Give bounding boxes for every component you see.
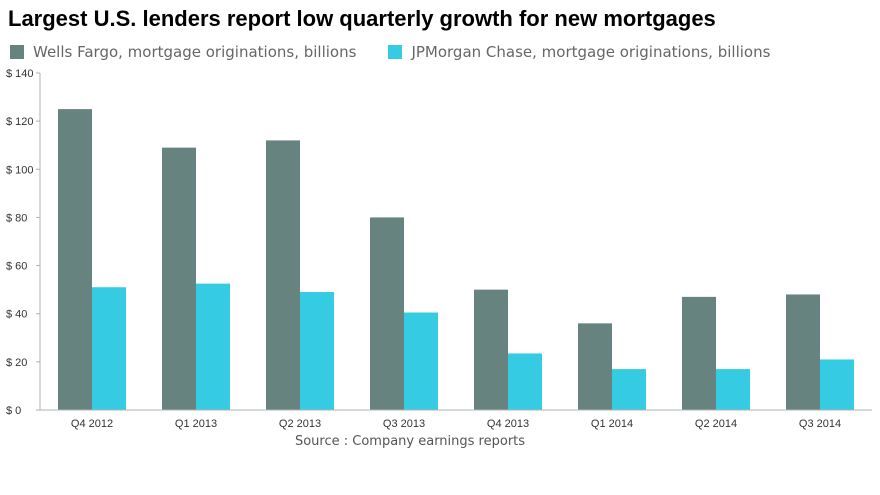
bar-wells-fargo [266,140,300,410]
bar-wells-fargo [786,294,820,410]
x-tick-label: Q4 2013 [487,418,529,430]
legend-label-wells-fargo: Wells Fargo, mortgage originations, bill… [33,43,357,61]
x-tick-label: Q2 2014 [695,418,737,430]
x-tick-label: Q4 2012 [71,418,113,430]
source-note: Source : Company earnings reports [294,434,526,449]
bar-jpmorgan-chase [196,283,230,410]
bar-jpmorgan-chase [404,312,438,410]
bar-jpmorgan-chase [508,353,542,410]
legend-swatch-jpmorgan-chase [388,45,403,59]
legend-item-wells-fargo: Wells Fargo, mortgage originations, bill… [10,43,356,61]
y-tick-label: $ 60 [6,261,27,273]
bar-wells-fargo [578,323,612,410]
bar-wells-fargo [58,109,92,410]
x-tick-label: Q3 2013 [383,418,425,430]
y-tick-label: $ 40 [6,309,27,321]
legend-item-jpmorgan-chase: JPMorgan Chase, mortgage originations, b… [388,43,770,61]
y-tick-label: $ 20 [6,357,27,369]
x-tick-label: Q2 2013 [279,418,321,430]
bar-jpmorgan-chase [820,359,854,410]
legend-label-jpmorgan-chase: JPMorgan Chase, mortgage originations, b… [411,43,771,61]
bar-wells-fargo [370,217,404,410]
bar-wells-fargo [682,296,716,410]
bar-jpmorgan-chase [300,292,334,410]
x-tick-label: Q3 2014 [799,418,841,430]
legend-swatch-wells-fargo [10,45,24,59]
chart-legend: Wells Fargo, mortgage originations, bill… [10,43,770,61]
y-tick-label: $ 0 [6,405,21,417]
x-tick-label: Q1 2013 [175,418,217,430]
bar-wells-fargo [474,289,508,410]
y-tick-label: $ 100 [6,164,34,176]
bar-jpmorgan-chase [92,287,126,410]
bar-jpmorgan-chase [716,369,750,410]
y-tick-label: $ 120 [6,116,34,128]
chart-title: Largest U.S. lenders report low quarterl… [8,6,716,31]
x-tick-label: Q1 2014 [591,418,633,430]
y-tick-label: $ 140 [6,68,34,80]
bar-wells-fargo [162,147,196,410]
y-tick-label: $ 80 [6,212,27,224]
bar-jpmorgan-chase [612,369,646,410]
